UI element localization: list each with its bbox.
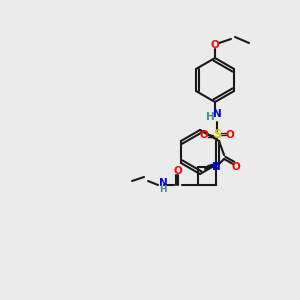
Text: methyl: methyl <box>202 167 207 168</box>
Text: H: H <box>206 112 214 122</box>
Text: N: N <box>212 162 220 172</box>
Text: O: O <box>232 162 240 172</box>
Text: N: N <box>213 109 221 119</box>
Text: O: O <box>174 166 182 176</box>
Text: O: O <box>226 130 234 140</box>
Text: O: O <box>200 130 208 140</box>
Text: N: N <box>159 178 167 188</box>
Text: S: S <box>213 128 221 142</box>
Text: H: H <box>159 185 167 194</box>
Text: O: O <box>211 40 219 50</box>
